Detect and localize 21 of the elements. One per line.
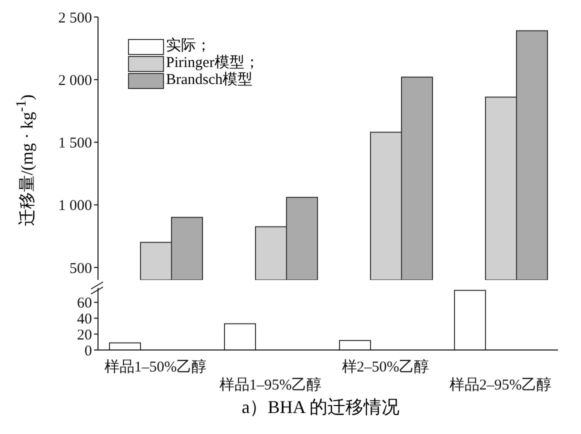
y-tick-label: 20	[77, 327, 92, 344]
y-tick-label: 0	[84, 343, 92, 360]
y-tick-label: 500	[70, 260, 92, 277]
y-tick-label: 2 000	[58, 72, 92, 89]
bar	[109, 342, 141, 350]
text: 实际；	[166, 38, 211, 54]
legend-label: Piringer模型；	[166, 55, 260, 72]
y-tick-label: 60	[77, 296, 92, 312]
y-tick-label: 1 500	[58, 136, 92, 152]
bar	[339, 340, 371, 350]
legend-label: Brandsch模型	[166, 72, 253, 89]
x-tick-label: 样2–50%乙醇	[342, 358, 430, 376]
bar	[454, 290, 486, 350]
x-tick-label: 样品1–95%乙醇	[219, 376, 322, 394]
y-tick-label: 2 500	[58, 10, 92, 26]
y-tick-label: 40	[77, 312, 92, 328]
bar	[224, 323, 256, 350]
text: a）BHA 的迁移情况	[240, 396, 400, 418]
y-tick-label: 1 000	[58, 198, 92, 214]
x-tick-label: 样品2–95%乙醇	[449, 376, 552, 394]
x-tick-label: 样品1–50%乙醇	[104, 358, 207, 376]
